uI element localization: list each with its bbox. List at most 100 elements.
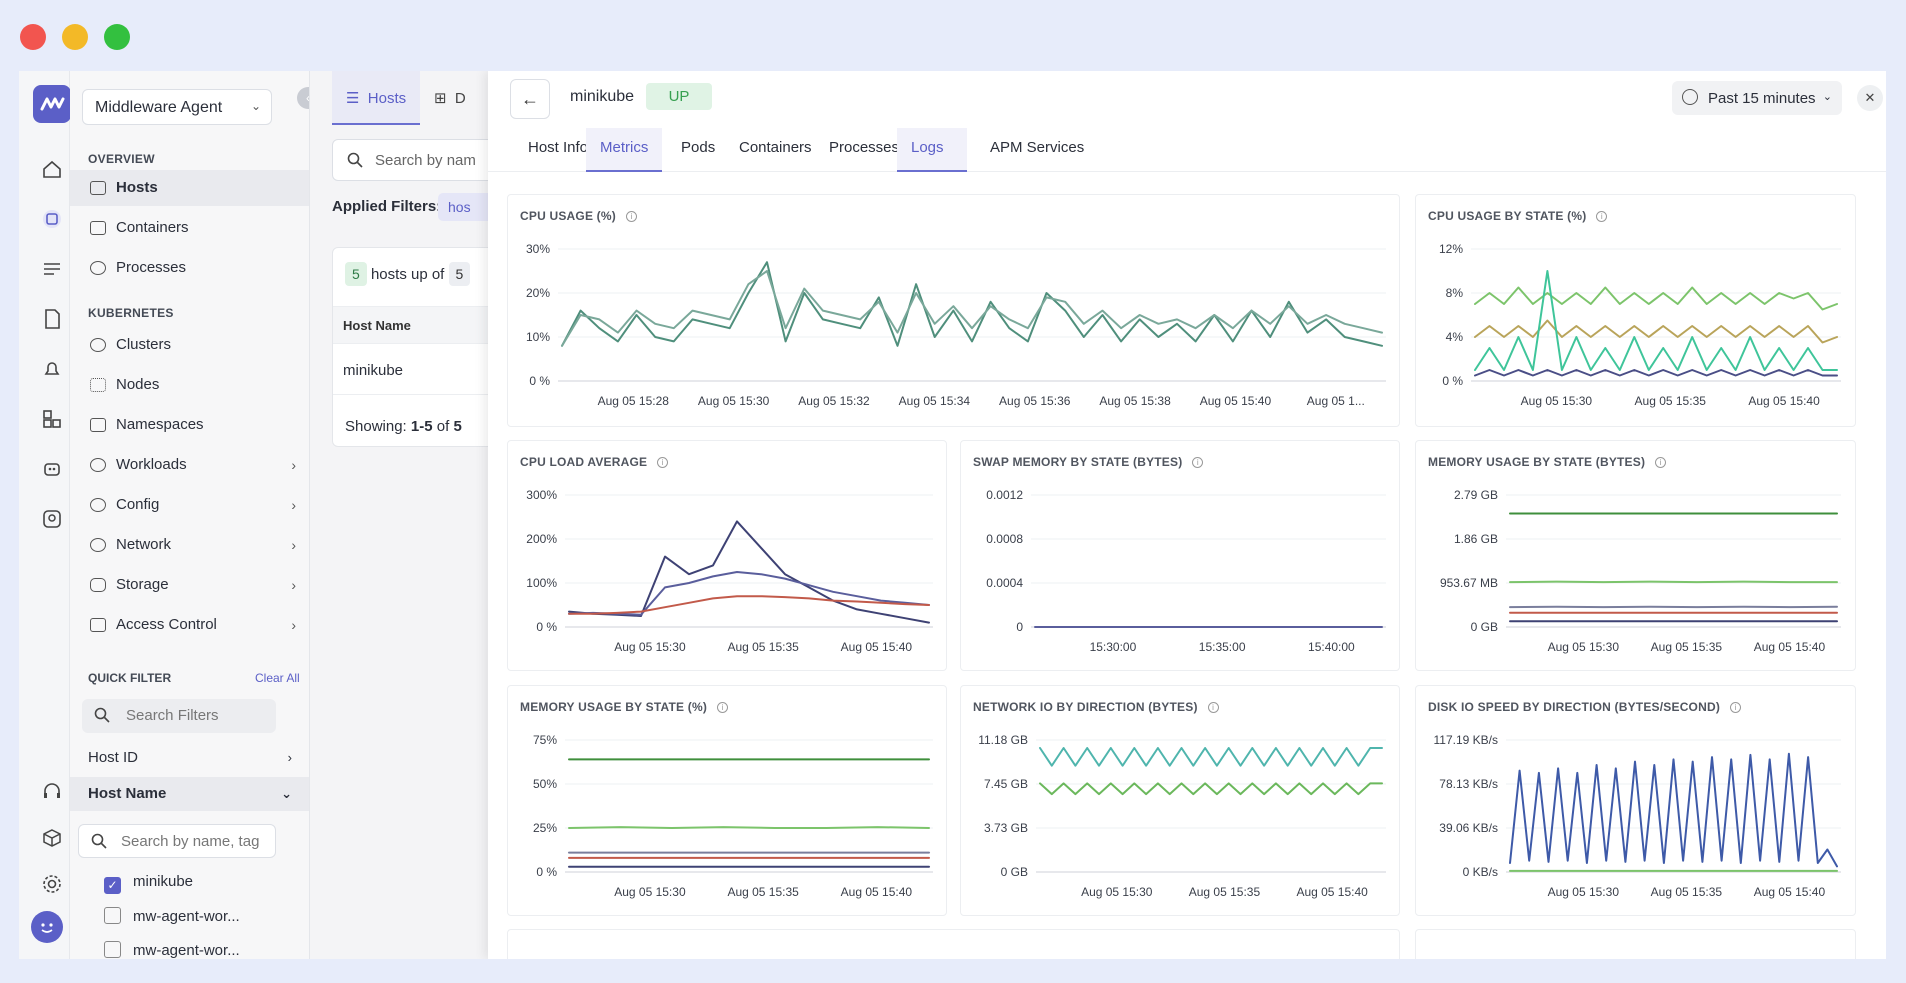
sidebar-item-storage[interactable]: Storage › <box>70 567 309 603</box>
infrastructure-icon[interactable] <box>41 208 63 230</box>
host-option-worker-2[interactable]: mw-agent-wor... <box>104 941 240 959</box>
sidebar-item-label: Config <box>116 496 160 513</box>
up-count-badge: 5 <box>345 262 367 286</box>
gear-icon[interactable] <box>41 873 63 895</box>
series-line[interactable] <box>1474 286 1838 311</box>
info-icon[interactable]: i <box>717 702 729 713</box>
home-icon[interactable] <box>41 158 63 180</box>
sidebar-item-namespaces[interactable]: Namespaces <box>70 407 309 443</box>
user-settings-icon[interactable] <box>41 508 63 530</box>
series-line[interactable] <box>568 571 930 616</box>
time-range-selector[interactable]: Past 15 minutes ⌄ <box>1672 81 1842 115</box>
collapse-sidebar-button[interactable]: ‹ <box>297 87 309 109</box>
sidebar-item-config[interactable]: Config › <box>70 487 309 523</box>
document-icon[interactable] <box>41 308 63 330</box>
filter-host-name[interactable]: Host Name ⌄ <box>70 777 309 811</box>
section-kubernetes: KUBERNETES <box>88 306 174 320</box>
maximize-window-dot[interactable] <box>104 24 130 50</box>
chevron-down-icon: ⌄ <box>281 786 292 801</box>
table-row[interactable]: minikube <box>343 362 404 379</box>
dashboard-add-icon[interactable] <box>41 408 63 430</box>
y-tick-label: 0.0004 <box>986 576 1023 590</box>
close-panel-button[interactable]: ✕ <box>1857 85 1883 111</box>
series-line[interactable] <box>1509 580 1838 584</box>
middleware-logo-icon[interactable] <box>33 85 71 123</box>
quick-filter-heading: QUICK FILTER <box>88 671 172 685</box>
y-tick-label: 100% <box>526 576 557 590</box>
y-tick-label: 3.73 GB <box>984 821 1028 835</box>
chart-plot: 117.19 KB/s 78.13 KB/s 39.06 KB/s 0 KB/s Aug… <box>1434 733 1841 899</box>
search-host-name-placeholder: Search by name, tag <box>121 833 260 850</box>
alerts-bell-icon[interactable] <box>41 358 63 380</box>
chart-title: CPU USAGE (%) i <box>520 209 637 223</box>
chart-card-cpu-usage: 30% 20% 10% 0 % Aug 05 15:28 Aug 05 15:30 Aug … <box>507 194 1400 427</box>
tab-host-info[interactable]: Host Info <box>528 139 589 156</box>
series-line[interactable] <box>561 261 1383 347</box>
chart-plot: 11.18 GB 7.45 GB 3.73 GB 0 GB Aug 05 15:30 Au… <box>978 733 1386 899</box>
series-line[interactable] <box>1509 752 1838 868</box>
back-button[interactable]: ← <box>510 79 550 119</box>
filter-host-id[interactable]: Host ID › <box>70 741 309 775</box>
support-headset-icon[interactable] <box>41 781 63 803</box>
tab-metrics[interactable]: Metrics <box>586 128 663 172</box>
checkbox[interactable] <box>104 941 121 958</box>
info-icon[interactable]: i <box>1207 702 1219 713</box>
sidebar-item-containers[interactable]: Containers <box>70 210 309 246</box>
info-icon[interactable]: i <box>1655 457 1667 468</box>
info-icon[interactable]: i <box>1730 702 1742 713</box>
logs-list-icon[interactable] <box>41 258 63 280</box>
host-option-minikube[interactable]: ✓ minikube <box>104 873 193 894</box>
sidebar-item-processes[interactable]: Processes <box>70 250 309 286</box>
tab-processes[interactable]: Processes <box>829 139 900 156</box>
agent-selector-label: Middleware Agent <box>95 99 223 116</box>
series-line[interactable] <box>568 595 930 615</box>
sidebar-item-workloads[interactable]: Workloads › <box>70 447 309 483</box>
chart-title-text: NETWORK IO BY DIRECTION (BYTES) <box>973 700 1198 714</box>
chart-card-disk-io-speed: 117.19 KB/s 78.13 KB/s 39.06 KB/s 0 KB/s Aug… <box>1415 685 1856 916</box>
series-line[interactable] <box>561 270 1383 347</box>
info-icon[interactable]: i <box>1596 211 1608 222</box>
series-line[interactable] <box>1039 782 1383 796</box>
sidebar-item-network[interactable]: Network › <box>70 527 309 563</box>
x-tick-label: Aug 05 15:35 <box>1651 640 1723 654</box>
x-tick-label: Aug 05 15:40 <box>1296 885 1368 899</box>
robot-icon[interactable] <box>41 458 63 480</box>
chart-title: CPU LOAD AVERAGE i <box>520 455 669 469</box>
tab-dashboard[interactable]: ⊞ D <box>434 71 466 125</box>
info-icon[interactable]: i <box>1192 457 1204 468</box>
info-icon[interactable]: i <box>625 211 637 222</box>
tab-hosts[interactable]: ☰ Hosts <box>332 71 420 125</box>
sidebar-item-label: Network <box>116 536 172 553</box>
series-line[interactable] <box>1474 270 1838 371</box>
search-filters-input[interactable]: Search Filters <box>82 699 276 733</box>
clear-all-link[interactable]: Clear All <box>255 671 300 685</box>
series-line[interactable] <box>1474 319 1838 344</box>
minimize-window-dot[interactable] <box>62 24 88 50</box>
sidebar-item-access-control[interactable]: Access Control › <box>70 607 309 643</box>
series-line[interactable] <box>1474 369 1838 377</box>
sidebar-item-hosts[interactable]: Hosts <box>70 170 309 206</box>
checkbox-checked[interactable]: ✓ <box>104 877 121 894</box>
tab-logs[interactable]: Logs <box>897 128 967 172</box>
close-window-dot[interactable] <box>20 24 46 50</box>
tab-apm-services[interactable]: APM Services <box>990 139 1085 156</box>
sidebar-item-nodes[interactable]: Nodes <box>70 367 309 403</box>
info-icon[interactable]: i <box>657 457 669 468</box>
tab-containers[interactable]: Containers <box>739 139 812 156</box>
sidebar-item-clusters[interactable]: Clusters <box>70 327 309 363</box>
avatar[interactable] <box>31 911 63 943</box>
x-tick-label: Aug 05 15:30 <box>698 394 770 408</box>
icon-rail <box>19 71 71 959</box>
host-option-worker-1[interactable]: mw-agent-wor... <box>104 907 240 925</box>
package-icon[interactable] <box>41 827 63 849</box>
series-line[interactable] <box>568 520 930 624</box>
checkbox[interactable] <box>104 907 121 924</box>
search-host-name-input[interactable]: Search by name, tag <box>78 824 276 858</box>
total-count-badge: 5 <box>448 262 471 286</box>
series-line[interactable] <box>1039 747 1383 767</box>
agent-selector[interactable]: Middleware Agent ⌄ <box>82 89 272 125</box>
chart-card-cpu-load-average: 300% 200% 100% 0 % Aug 05 15:30 Aug 05 15:35 A… <box>507 440 947 671</box>
series-line[interactable] <box>568 826 930 829</box>
tab-pods[interactable]: Pods <box>681 139 716 156</box>
status-badge: UP <box>646 83 712 110</box>
